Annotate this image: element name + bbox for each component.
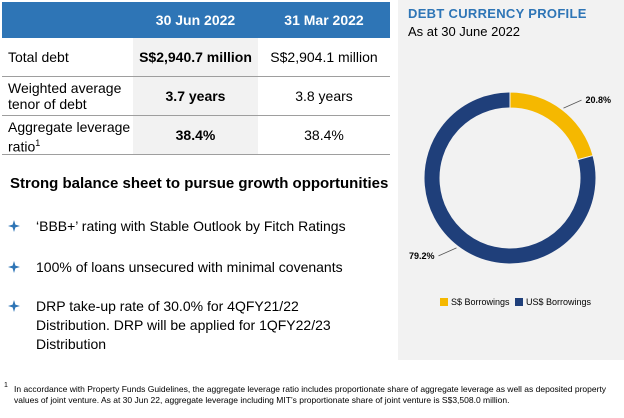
row-divider <box>2 154 390 155</box>
data-label: 20.8% <box>585 95 611 105</box>
bullet-text-line2: Distribution. DRP will be applied for 1Q… <box>36 317 331 333</box>
header-31-mar-2022: 31 Mar 2022 <box>284 12 364 28</box>
leverage-jun: 38.4% <box>175 127 216 143</box>
footnote-number: 1 <box>4 382 8 389</box>
row-label: Aggregate leverage <box>8 119 131 135</box>
donut-slice-sgd <box>509 91 594 161</box>
row-label-line2: tenor of debt <box>8 96 87 112</box>
highlight-cell <box>133 38 258 76</box>
total-debt-jun: S$2,940.7 million <box>139 49 252 65</box>
footnote-text: In accordance with Property Funds Guidel… <box>14 384 607 405</box>
star-bullet-icon <box>8 220 20 232</box>
legend-swatch-sgd <box>440 298 448 306</box>
leverage-mar: 38.4% <box>304 127 344 143</box>
table-row: Total debt S$2,940.7 million S$2,904.1 m… <box>2 38 390 76</box>
debt-currency-panel: DEBT CURRENCY PROFILE As at 30 June 2022… <box>398 0 624 360</box>
row-divider <box>2 115 390 116</box>
table-row: Weighted average tenor of debt 3.7 years… <box>2 77 390 115</box>
highlight-cell <box>133 116 258 154</box>
tenor-jun: 3.7 years <box>165 88 226 104</box>
tenor-mar: 3.8 years <box>295 88 353 104</box>
bullet-item: ‘BBB+’ rating with Stable Outlook by Fit… <box>8 216 388 238</box>
bullet-text: 100% of loans unsecured with minimal cov… <box>36 259 343 275</box>
bullet-item: 100% of loans unsecured with minimal cov… <box>8 257 388 279</box>
legend-swatch-usd <box>515 298 523 306</box>
section-heading: Strong balance sheet to pursue growth op… <box>10 175 389 192</box>
bullet-text: DRP take-up rate of 30.0% for 4QFY21/22 <box>36 298 299 314</box>
donut-slice-usd <box>423 91 597 265</box>
chart-subtitle: As at 30 June 2022 <box>408 24 521 39</box>
leader-line <box>438 247 457 257</box>
row-label: Total debt <box>8 49 69 65</box>
row-divider <box>2 76 390 77</box>
leader-line <box>563 99 582 109</box>
bullet-text: ‘BBB+’ rating with Stable Outlook by Fit… <box>36 218 346 234</box>
legend-label-usd: US$ Borrowings <box>526 297 592 307</box>
legend-label-sgd: S$ Borrowings <box>451 297 510 307</box>
data-label: 79.2% <box>409 251 435 261</box>
header-30-jun-2022: 30 Jun 2022 <box>155 12 236 28</box>
bullet-text-line3: Distribution <box>36 336 107 352</box>
star-bullet-icon <box>8 300 20 312</box>
row-label-ratio: ratio <box>8 138 36 155</box>
row-label: Weighted average <box>8 80 122 96</box>
highlight-cell <box>133 77 258 115</box>
chart-title: DEBT CURRENCY PROFILE <box>408 6 587 21</box>
row-label-line2: ratio1 <box>8 135 40 156</box>
star-bullet-icon <box>8 261 20 273</box>
table-header: 30 Jun 2022 31 Mar 2022 <box>2 2 390 38</box>
table-row: Aggregate leverage ratio1 38.4% 38.4% <box>2 116 390 156</box>
bullet-item: DRP take-up rate of 30.0% for 4QFY21/22 … <box>8 296 388 358</box>
donut-chart: 20.8% 79.2% <box>409 91 611 265</box>
footnote-marker: 1 <box>35 138 41 148</box>
total-debt-mar: S$2,904.1 million <box>270 49 378 65</box>
